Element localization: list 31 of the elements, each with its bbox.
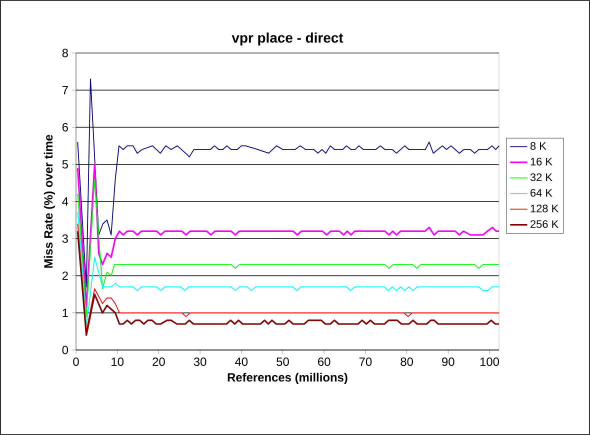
y-tick-label: 0	[62, 346, 68, 354]
x-tick-label: 100	[480, 358, 500, 366]
legend-label: 8 K	[530, 142, 546, 150]
x-axis-title: References (millions)	[228, 372, 348, 384]
x-tick-label: 20	[152, 358, 165, 366]
legend-label: 256 K	[530, 220, 558, 228]
chart-title: vpr place - direct	[232, 32, 344, 46]
y-tick-label: 5	[62, 160, 68, 169]
legend-label: 16 K	[530, 158, 552, 166]
x-tick-label: 60	[318, 358, 330, 366]
y-tick-label: 8	[62, 48, 68, 58]
line-series	[77, 178, 500, 318]
legend-label: 64 K	[530, 188, 552, 197]
x-tick-label: 0	[73, 358, 79, 366]
y-axis-title: Miss Rate (%) over time	[44, 134, 55, 268]
legend-label: 128 K	[530, 204, 558, 212]
legend-label: 32 K	[530, 173, 552, 182]
x-tick-label: 10	[112, 358, 124, 366]
x-tick-label: 40	[235, 358, 248, 366]
x-tick-label: 30	[194, 358, 206, 366]
y-tick-label: 6	[62, 123, 68, 132]
y-tick-label: 4	[62, 197, 68, 206]
y-tick-label: 2	[62, 272, 68, 280]
y-tick-label: 7	[62, 86, 68, 94]
y-tick-label: 3	[62, 234, 68, 243]
y-tick-label: 1	[62, 308, 68, 317]
x-tick-label: 80	[400, 358, 413, 366]
x-tick-label: 90	[442, 358, 454, 366]
x-tick-label: 70	[359, 358, 372, 366]
x-tick-label: 50	[276, 358, 289, 366]
line-series	[76, 164, 500, 308]
